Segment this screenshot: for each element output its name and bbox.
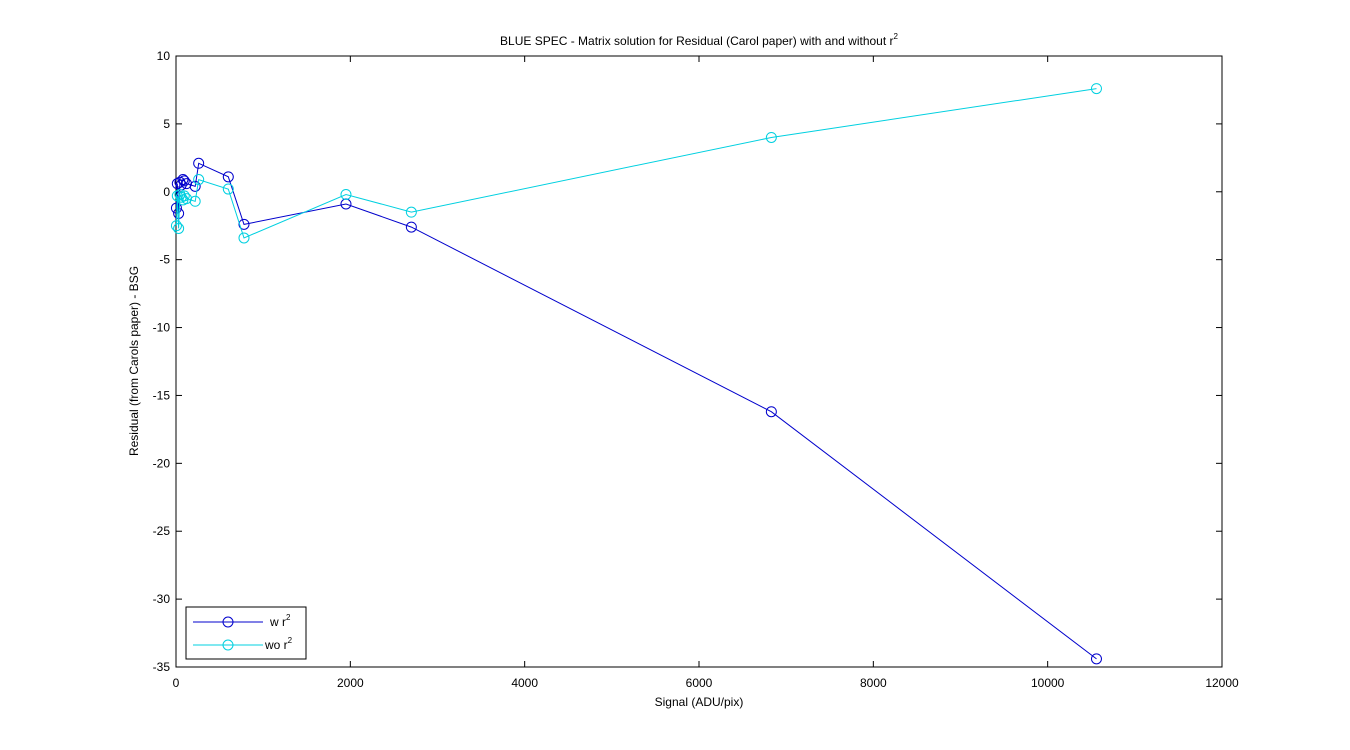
y-tick-label: -20	[153, 456, 171, 470]
data-point-w-r2	[178, 175, 190, 187]
data-point-w-r2	[222, 171, 234, 183]
y-tick-label: -5	[159, 253, 170, 267]
x-tick-label: 6000	[686, 676, 713, 690]
legend-label-wo-r2: wo r2	[264, 636, 293, 652]
data-point-w-r2	[177, 174, 189, 186]
legend-box	[185, 606, 307, 660]
y-tick-label: 5	[163, 117, 170, 131]
y-tick-label: 10	[157, 49, 171, 63]
x-axis-label: Signal (ADU/pix)	[655, 695, 744, 709]
legend-label-wo-r2-superscript: 2	[288, 636, 293, 645]
data-point-wo-r2	[238, 232, 250, 244]
plot-area	[175, 55, 1223, 668]
legend: w r2 wo r2	[185, 606, 307, 660]
y-tick-label: -35	[153, 660, 171, 674]
data-point-w-r2	[405, 221, 417, 233]
y-tick-label: -10	[153, 321, 171, 335]
y-axis-label: Residual (from Carols paper) - BSG	[127, 266, 141, 456]
data-point-w-r2	[1090, 653, 1102, 665]
x-tick-label: 4000	[511, 676, 538, 690]
x-tick-label: 8000	[860, 676, 887, 690]
legend-label-w-r2-superscript: 2	[286, 613, 291, 622]
y-tick-label: 0	[163, 185, 170, 199]
data-point-wo-r2	[765, 131, 777, 143]
data-point-wo-r2	[189, 195, 201, 207]
legend-marker-wo-r2	[222, 639, 234, 651]
series-layer	[170, 83, 1102, 665]
data-point-wo-r2	[222, 183, 234, 195]
chart-title: BLUE SPEC - Matrix solution for Residual…	[500, 32, 899, 48]
x-tick-label: 2000	[337, 676, 364, 690]
chart-title-superscript: 2	[894, 32, 899, 41]
axis-ticks: 0 2000 4000 6000 8000 10000 12000 -35 -30 -25 -20 -…	[153, 49, 1239, 690]
data-point-wo-r2	[178, 190, 190, 202]
x-tick-label: 12000	[1205, 676, 1239, 690]
data-point-w-r2	[193, 157, 205, 169]
data-point-w-r2	[238, 218, 250, 230]
data-point-wo-r2	[173, 222, 185, 234]
data-point-w-r2	[765, 406, 777, 418]
y-tick-label: -30	[153, 592, 171, 606]
y-tick-label: -25	[153, 524, 171, 538]
data-point-wo-r2	[405, 206, 417, 218]
x-tick-label: 0	[173, 676, 180, 690]
data-point-wo-r2	[1090, 83, 1102, 95]
y-tick-label: -15	[153, 388, 171, 402]
data-point-wo-r2	[193, 174, 205, 186]
legend-marker-w-r2	[222, 616, 234, 628]
x-tick-label: 10000	[1031, 676, 1065, 690]
legend-label-w-r2: w r2	[269, 613, 291, 629]
data-point-wo-r2	[340, 188, 352, 200]
data-point-wo-r2	[170, 220, 182, 232]
data-point-w-r2	[189, 180, 201, 192]
